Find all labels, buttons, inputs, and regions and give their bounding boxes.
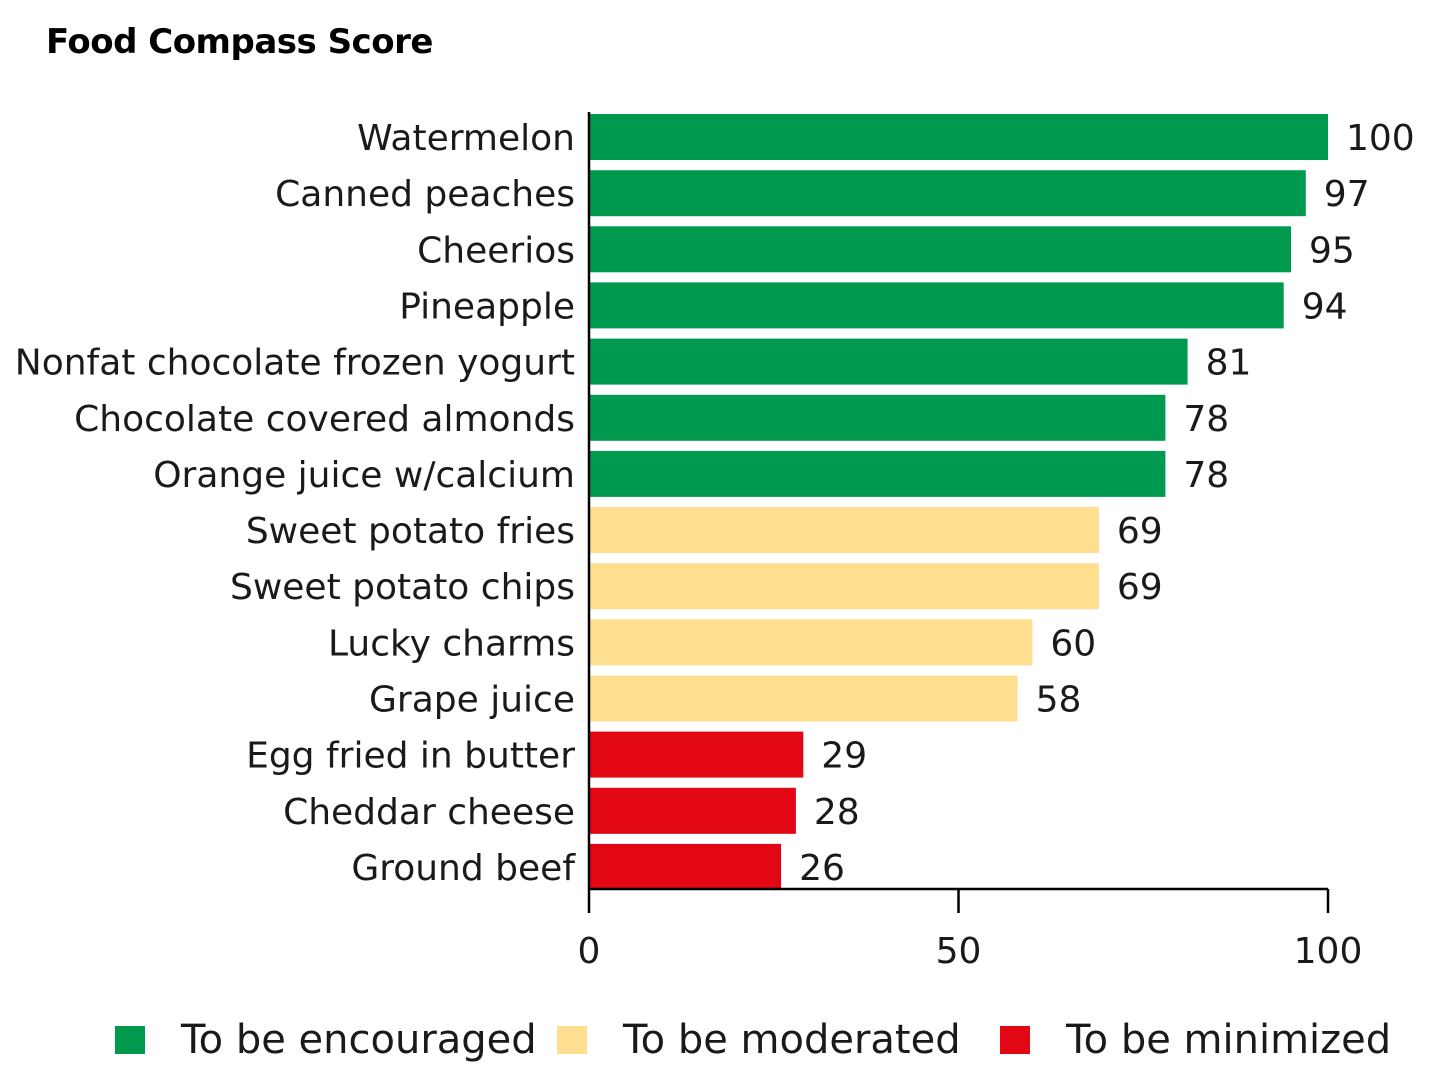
- value-label-orange-juice-w-calcium: 78: [1183, 455, 1229, 496]
- bar-watermelon: [589, 114, 1328, 160]
- bars-layer: [589, 114, 1328, 890]
- legend-item-minimized: To be minimized: [1000, 1012, 1391, 1068]
- category-label-grape-juice: Grape juice: [369, 680, 575, 721]
- value-label-nonfat-chocolate-frozen-yogurt: 81: [1206, 343, 1252, 384]
- category-label-sweet-potato-fries: Sweet potato fries: [246, 511, 575, 552]
- value-label-cheerios: 95: [1309, 230, 1355, 271]
- category-label-sweet-potato-chips: Sweet potato chips: [230, 567, 575, 608]
- bar-pineapple: [589, 282, 1284, 329]
- bar-chocolate-covered-almonds: [589, 394, 1166, 441]
- labels-layer: Watermelon 100 Canned peaches 97 Cheerios 95 P…: [15, 118, 1415, 889]
- category-label-watermelon: Watermelon: [357, 118, 575, 159]
- legend-label-encouraged: To be encouraged: [181, 1017, 537, 1063]
- bar-sweet-potato-fries: [589, 507, 1099, 554]
- value-label-pineapple: 94: [1302, 286, 1348, 327]
- category-label-cheerios: Cheerios: [417, 230, 575, 271]
- category-label-nonfat-chocolate-frozen-yogurt: Nonfat chocolate frozen yogurt: [15, 343, 575, 384]
- bar-canned-peaches: [589, 170, 1306, 217]
- bar-lucky-charms: [589, 619, 1033, 666]
- category-label-egg-fried-in-butter: Egg fried in butter: [246, 736, 575, 777]
- value-label-watermelon: 100: [1346, 118, 1415, 159]
- bar-ground-beef: [589, 843, 782, 890]
- legend: To be encouraged To be moderated To be m…: [0, 1012, 1456, 1068]
- axes-layer: 0 50 100: [578, 112, 1363, 972]
- bar-cheddar-cheese: [589, 787, 796, 834]
- legend-label-moderated: To be moderated: [623, 1017, 961, 1063]
- value-label-ground-beef: 26: [799, 848, 845, 889]
- chart-title: Food Compass Score: [46, 22, 433, 62]
- value-label-egg-fried-in-butter: 29: [821, 736, 867, 777]
- value-label-sweet-potato-chips: 69: [1117, 567, 1163, 608]
- legend-label-minimized: To be minimized: [1066, 1017, 1392, 1063]
- bar-orange-juice-w-calcium: [589, 450, 1166, 497]
- legend-swatch-encouraged: [115, 1026, 145, 1054]
- x-tick-label-50: 50: [936, 931, 982, 972]
- category-label-canned-peaches: Canned peaches: [275, 174, 575, 215]
- value-label-chocolate-covered-almonds: 78: [1183, 399, 1229, 440]
- legend-swatch-moderated: [557, 1026, 587, 1054]
- category-label-cheddar-cheese: Cheddar cheese: [283, 792, 575, 833]
- x-tick-label-0: 0: [578, 931, 601, 972]
- bar-nonfat-chocolate-frozen-yogurt: [589, 338, 1188, 385]
- bar-egg-fried-in-butter: [589, 731, 804, 778]
- category-label-ground-beef: Ground beef: [351, 848, 576, 889]
- legend-item-moderated: To be moderated: [557, 1012, 961, 1068]
- category-label-chocolate-covered-almonds: Chocolate covered almonds: [74, 399, 575, 440]
- bar-chart: 0 50 100 Watermelon 100 Canned peaches 97 Chee…: [15, 112, 1415, 972]
- value-label-lucky-charms: 60: [1050, 623, 1096, 664]
- bar-grape-juice: [589, 675, 1018, 722]
- legend-swatch-minimized: [1000, 1026, 1030, 1054]
- category-label-orange-juice-w-calcium: Orange juice w/calcium: [153, 455, 575, 496]
- value-label-sweet-potato-fries: 69: [1117, 511, 1163, 552]
- x-tick-label-100: 100: [1294, 931, 1363, 972]
- category-label-pineapple: Pineapple: [399, 286, 575, 327]
- value-label-grape-juice: 58: [1036, 680, 1082, 721]
- category-label-lucky-charms: Lucky charms: [328, 623, 575, 664]
- value-label-canned-peaches: 97: [1324, 174, 1370, 215]
- bar-sweet-potato-chips: [589, 563, 1099, 610]
- legend-item-encouraged: To be encouraged: [115, 1012, 537, 1068]
- value-label-cheddar-cheese: 28: [814, 792, 860, 833]
- bar-cheerios: [589, 226, 1291, 273]
